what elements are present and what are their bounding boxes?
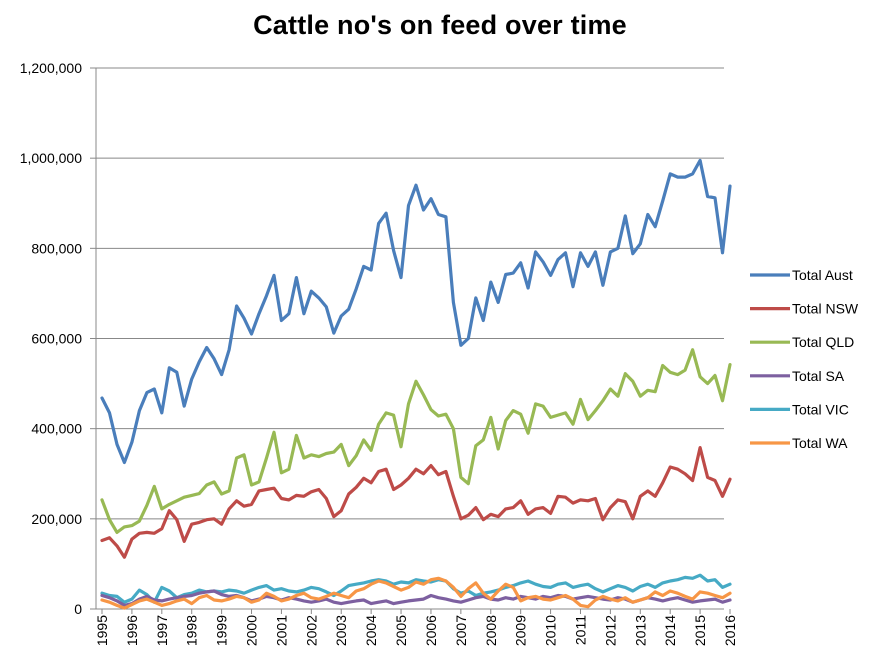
series-line — [100, 446, 732, 559]
legend-label: Total NSW — [792, 301, 859, 317]
x-tick-label: 1995 — [94, 615, 110, 646]
series-line — [100, 348, 732, 534]
x-tick-label: 2003 — [333, 615, 349, 646]
y-tick-label: 1,000,000 — [20, 150, 82, 166]
x-tick-label: 2009 — [513, 615, 529, 646]
y-tick-label: 1,200,000 — [20, 60, 82, 76]
legend-label: Total QLD — [792, 334, 854, 350]
y-tick-label: 800,000 — [31, 240, 82, 256]
series-line — [100, 158, 732, 465]
x-tick-label: 2000 — [244, 615, 260, 646]
y-tick-label: 200,000 — [31, 511, 82, 527]
legend-label: Total WA — [792, 435, 848, 451]
x-tick-label: 1996 — [124, 615, 140, 646]
y-tick-label: 400,000 — [31, 421, 82, 437]
x-tick-label: 2014 — [662, 615, 678, 646]
legend-label: Total VIC — [792, 401, 849, 417]
legend: Total Aust Total NSW Total QLD Total SA Tota… — [750, 267, 859, 451]
x-tick-label: 2006 — [423, 615, 439, 646]
x-tick-label: 2007 — [453, 615, 469, 646]
gridlines — [96, 67, 724, 520]
x-tick-label: 1999 — [214, 615, 230, 646]
chart-title: Cattle no's on feed over time — [253, 10, 627, 40]
legend-label: Total Aust — [792, 267, 853, 283]
x-axis-ticks: 1995 1996 1997 1998 1999 2000 2001 2002 2003 2004… — [94, 609, 738, 646]
x-tick-label: 2016 — [722, 615, 738, 646]
series-lines — [100, 158, 732, 610]
x-tick-label: 1998 — [184, 615, 200, 646]
series-line — [100, 576, 732, 610]
y-tick-label: 0 — [74, 601, 82, 617]
y-axis-ticks: 0 200,000 400,000 600,000 800,000 1,000,000 1,… — [20, 60, 96, 617]
x-tick-label: 2010 — [543, 615, 559, 646]
x-tick-label: 2008 — [483, 615, 499, 646]
x-tick-label: 2002 — [303, 615, 319, 646]
x-tick-label: 1997 — [154, 615, 170, 646]
x-tick-label: 2004 — [363, 615, 379, 646]
legend-label: Total SA — [792, 368, 845, 384]
y-tick-label: 600,000 — [31, 331, 82, 347]
x-tick-label: 2001 — [273, 615, 289, 646]
x-tick-label: 2011 — [572, 615, 588, 645]
x-tick-label: 2005 — [393, 615, 409, 646]
x-tick-label: 2013 — [632, 615, 648, 646]
x-tick-label: 2012 — [602, 615, 618, 646]
x-tick-label: 2015 — [692, 615, 708, 646]
